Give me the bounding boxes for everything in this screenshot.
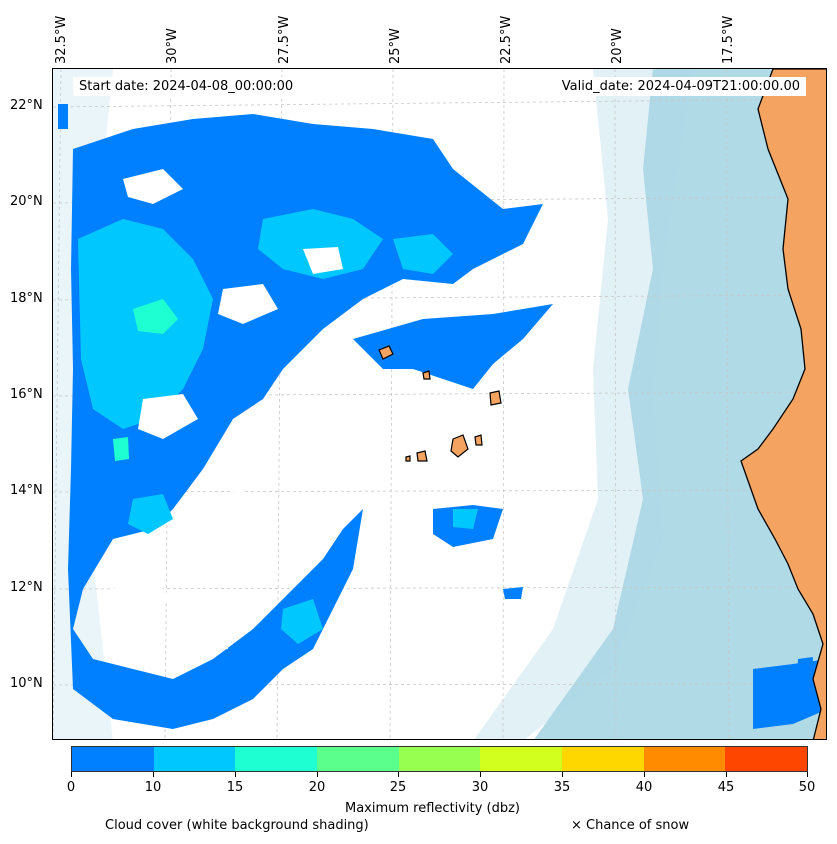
colorbar-tick — [153, 772, 154, 777]
cloud-cover-haze — [474, 69, 693, 739]
lat-label-20n: 20°N — [10, 194, 43, 209]
lon-label-25w: 25°W — [388, 28, 403, 64]
lon-label-32-5w: 32.5°W — [54, 15, 69, 64]
colorbar-tick-label: 25 — [389, 780, 407, 795]
lon-label-20w: 20°W — [610, 28, 625, 64]
colorbar-tick — [71, 772, 72, 777]
lat-label-10n: 10°N — [10, 676, 43, 691]
clear-gaps — [113, 169, 343, 654]
lat-label-22n: 22°N — [10, 98, 43, 113]
cape-verde-islands — [378, 345, 502, 462]
colorbar-tick-label: 30 — [471, 780, 489, 795]
africa-land — [740, 69, 826, 739]
colorbar-segment — [643, 747, 726, 771]
colorbar-tick-label: 15 — [226, 780, 244, 795]
colorbar-tick — [398, 772, 399, 777]
colorbar-tick-label: 40 — [635, 780, 653, 795]
lat-label-12n: 12°N — [10, 580, 43, 595]
colorbar-segment — [480, 747, 563, 771]
colorbar-title: Maximum reflectivity (dbz) — [345, 801, 520, 816]
map-canvas — [53, 69, 826, 739]
map-panel[interactable]: Start date: 2024-04-08_00:00:00 Valid_da… — [52, 68, 827, 740]
colorbar-tick — [562, 772, 563, 777]
colorbar-segment — [235, 747, 318, 771]
colorbar-tick — [644, 772, 645, 777]
colorbar-segment — [398, 747, 481, 771]
colorbar-tick-label: 10 — [144, 780, 162, 795]
lon-label-22-5w: 22.5°W — [499, 15, 514, 64]
lat-label-16n: 16°N — [10, 387, 43, 402]
cloud-cover-note: Cloud cover (white background shading) — [105, 818, 369, 833]
lat-label-14n: 14°N — [10, 483, 43, 498]
lon-label-27-5w: 27.5°W — [277, 15, 292, 64]
colorbar-tick — [235, 772, 236, 777]
colorbar-tick-label: 50 — [798, 780, 816, 795]
lon-label-17-5w: 17.5°W — [721, 15, 736, 64]
colorbar-tick — [726, 772, 727, 777]
lon-label-30w: 30°W — [165, 28, 180, 64]
colorbar-segment — [317, 747, 399, 771]
valid-date-label: Valid_date: 2024-04-09T21:00:00.00 — [555, 77, 806, 96]
lat-label-18n: 18°N — [10, 291, 43, 306]
colorbar-tick — [807, 772, 808, 777]
colorbar-segment — [562, 747, 644, 771]
colorbar-segment — [72, 747, 154, 771]
reflectivity-colorbar — [71, 746, 808, 772]
reflectivity-high — [113, 299, 178, 461]
colorbar-tick — [317, 772, 318, 777]
colorbar-tick — [480, 772, 481, 777]
colorbar-tick-label: 0 — [66, 780, 76, 795]
colorbar-tick-label: 35 — [553, 780, 571, 795]
start-date-label: Start date: 2024-04-08_00:00:00 — [73, 77, 300, 96]
colorbar-tick-label: 45 — [717, 780, 735, 795]
colorbar-segment — [153, 747, 236, 771]
snow-legend: × Chance of snow — [571, 818, 690, 833]
colorbar-segment — [725, 747, 808, 771]
cloud-cover-coastal — [534, 69, 826, 739]
colorbar-tick-label: 20 — [308, 780, 326, 795]
